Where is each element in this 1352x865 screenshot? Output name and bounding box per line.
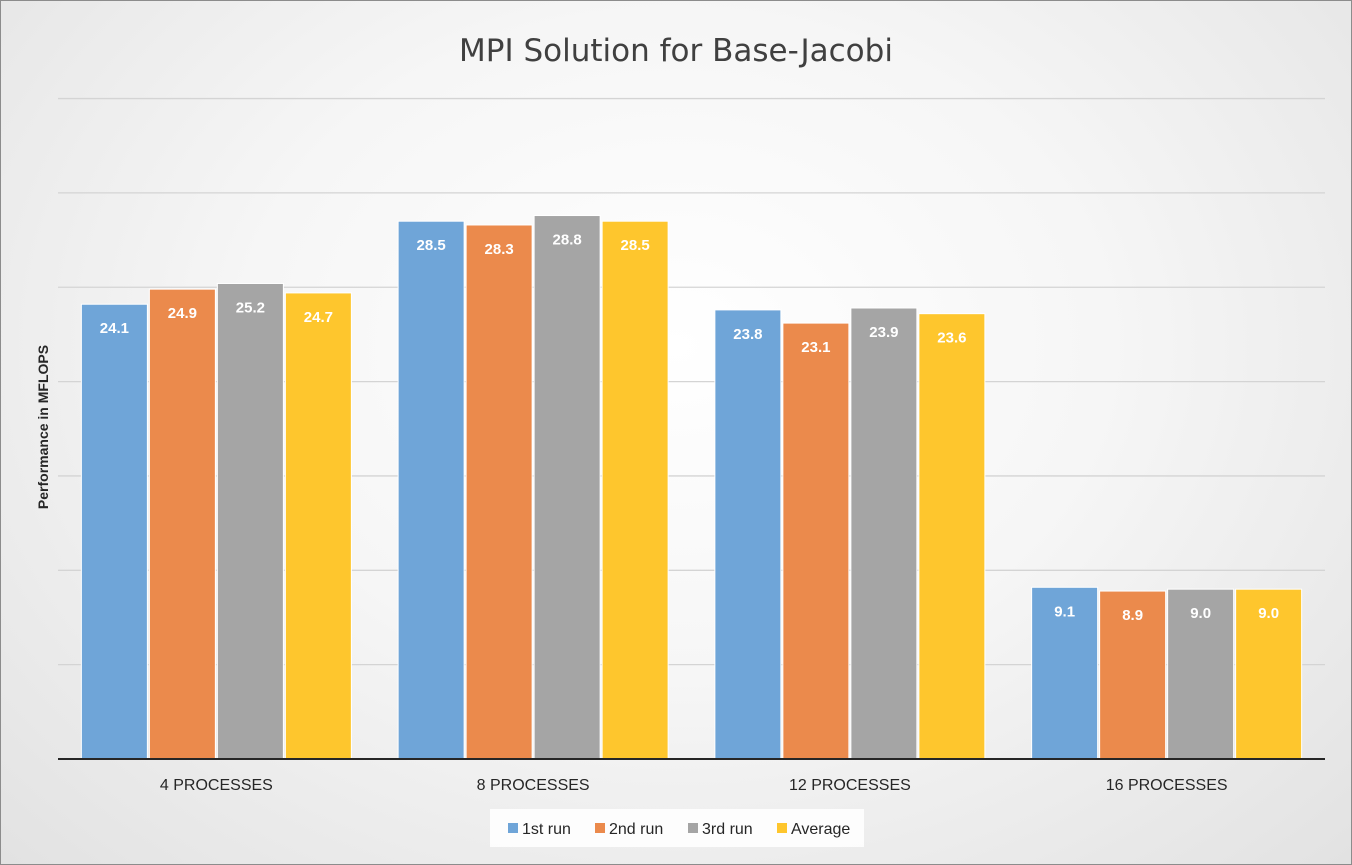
- data-label: 24.9: [168, 305, 197, 322]
- legend-label: 1st run: [522, 821, 571, 838]
- data-label: 25.2: [236, 299, 265, 316]
- data-label: 23.6: [937, 330, 966, 347]
- legend-swatch: [595, 823, 605, 833]
- data-label: 8.9: [1122, 607, 1143, 624]
- legend-swatch: [688, 823, 698, 833]
- x-tick-label: 8 PROCESSES: [477, 777, 590, 794]
- legend-label: 2nd run: [609, 821, 663, 838]
- data-label: 28.5: [621, 237, 650, 254]
- y-axis-label: Performance in MFLOPS: [35, 345, 51, 509]
- bar: [284, 292, 352, 760]
- legend-box: [490, 809, 864, 847]
- data-label: 23.9: [869, 324, 898, 341]
- data-label: 9.1: [1054, 603, 1075, 620]
- bar: [148, 288, 216, 760]
- x-tick-label: 12 PROCESSES: [789, 777, 911, 794]
- data-label: 24.7: [304, 309, 333, 326]
- legend-swatch: [508, 823, 518, 833]
- bars: [80, 215, 1303, 760]
- x-tick-label: 16 PROCESSES: [1106, 777, 1228, 794]
- data-label: 9.0: [1258, 605, 1279, 622]
- bar: [714, 309, 782, 760]
- data-label: 23.1: [801, 339, 830, 356]
- bar: [1099, 590, 1167, 760]
- legend[interactable]: 1st run 2nd run 3rd run Average: [490, 809, 864, 847]
- bar: [850, 307, 918, 760]
- data-labels: 24.1 24.9 25.2 24.7 28.5 28.3 28.8 28.5 23.8 23.1…: [100, 232, 1279, 625]
- data-label: 24.1: [100, 320, 129, 337]
- bar: [216, 282, 284, 760]
- bar: [918, 313, 986, 760]
- data-label: 28.5: [417, 237, 446, 254]
- x-tick-label: 4 PROCESSES: [160, 777, 273, 794]
- legend-swatch: [777, 823, 787, 833]
- bar: [465, 224, 533, 760]
- bar: [601, 220, 669, 760]
- bar: [782, 322, 850, 760]
- bar: [80, 303, 148, 760]
- data-label: 23.8: [733, 326, 762, 343]
- chart-title: MPI Solution for Base-Jacobi: [459, 33, 893, 69]
- bar: [1235, 588, 1303, 760]
- bar: [397, 220, 465, 760]
- data-label: 28.3: [485, 241, 514, 258]
- legend-label: 3rd run: [702, 821, 753, 838]
- x-tick-labels: 4 PROCESSES 8 PROCESSES 12 PROCESSES 16 PRO…: [160, 777, 1228, 794]
- bar: [533, 215, 601, 760]
- data-label: 28.8: [553, 232, 582, 249]
- data-label: 9.0: [1190, 605, 1211, 622]
- legend-label: Average: [791, 821, 850, 838]
- bar: [1167, 588, 1235, 760]
